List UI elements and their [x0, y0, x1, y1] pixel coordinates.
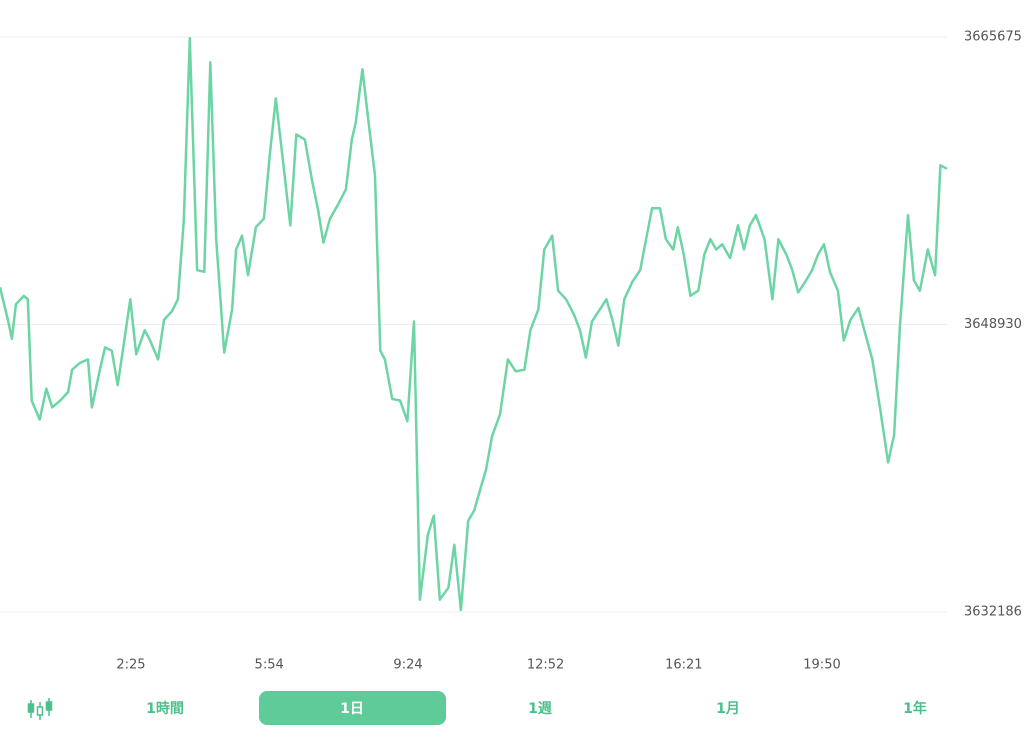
period-tab[interactable]: 1週 [528, 701, 552, 717]
period-tab[interactable]: 1時間 [146, 700, 184, 717]
price-line [0, 37, 948, 612]
period-tab[interactable]: 1年 [903, 700, 927, 717]
period-tab[interactable]: 1月 [716, 701, 740, 717]
x-tick-label: 16:21 [665, 658, 702, 673]
x-tick-label: 19:50 [803, 658, 840, 673]
period-tab-selected [259, 691, 446, 725]
period-tab[interactable]: 1日 [340, 701, 364, 717]
x-tick-label: 9:24 [393, 658, 422, 673]
x-tick-label: 2:25 [116, 658, 145, 673]
y-tick-label: 3632186 [964, 605, 1022, 620]
x-tick-label: 12:52 [527, 658, 564, 673]
x-tick-label: 5:54 [255, 658, 284, 673]
y-tick-label: 3665675 [964, 30, 1022, 45]
chart-type-icon[interactable] [27, 698, 53, 720]
y-tick-label: 3648930 [964, 317, 1022, 332]
